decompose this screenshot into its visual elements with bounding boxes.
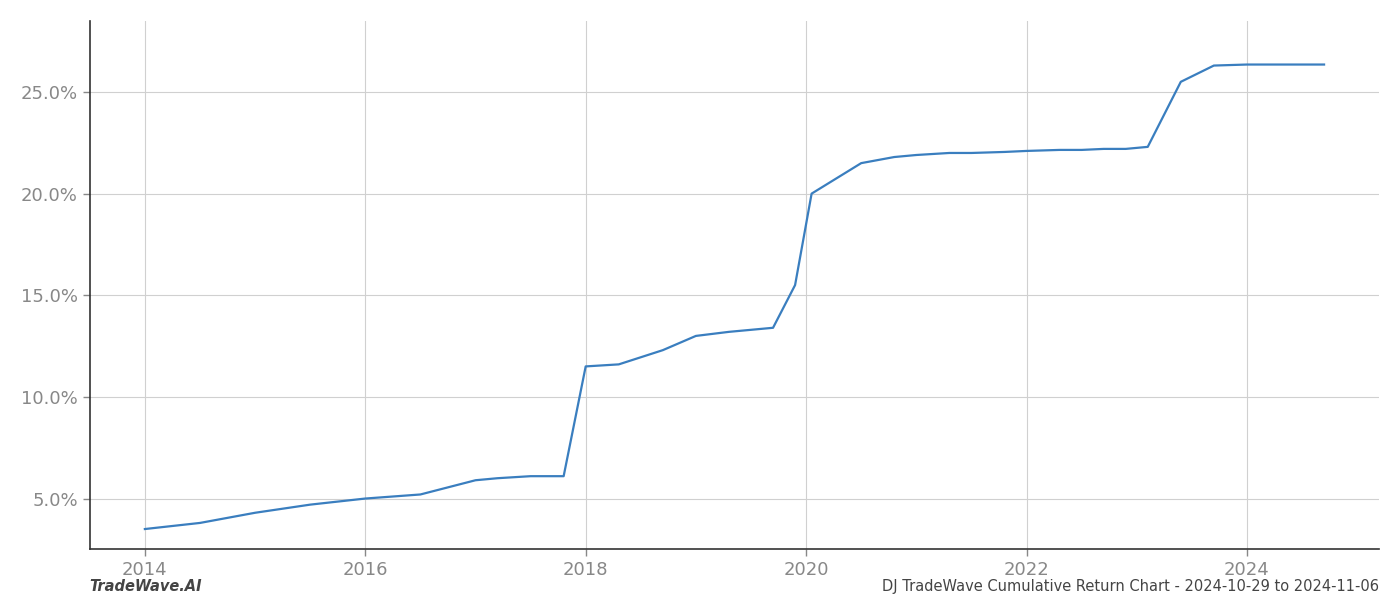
Text: DJ TradeWave Cumulative Return Chart - 2024-10-29 to 2024-11-06: DJ TradeWave Cumulative Return Chart - 2…: [882, 579, 1379, 594]
Text: TradeWave.AI: TradeWave.AI: [90, 579, 203, 594]
